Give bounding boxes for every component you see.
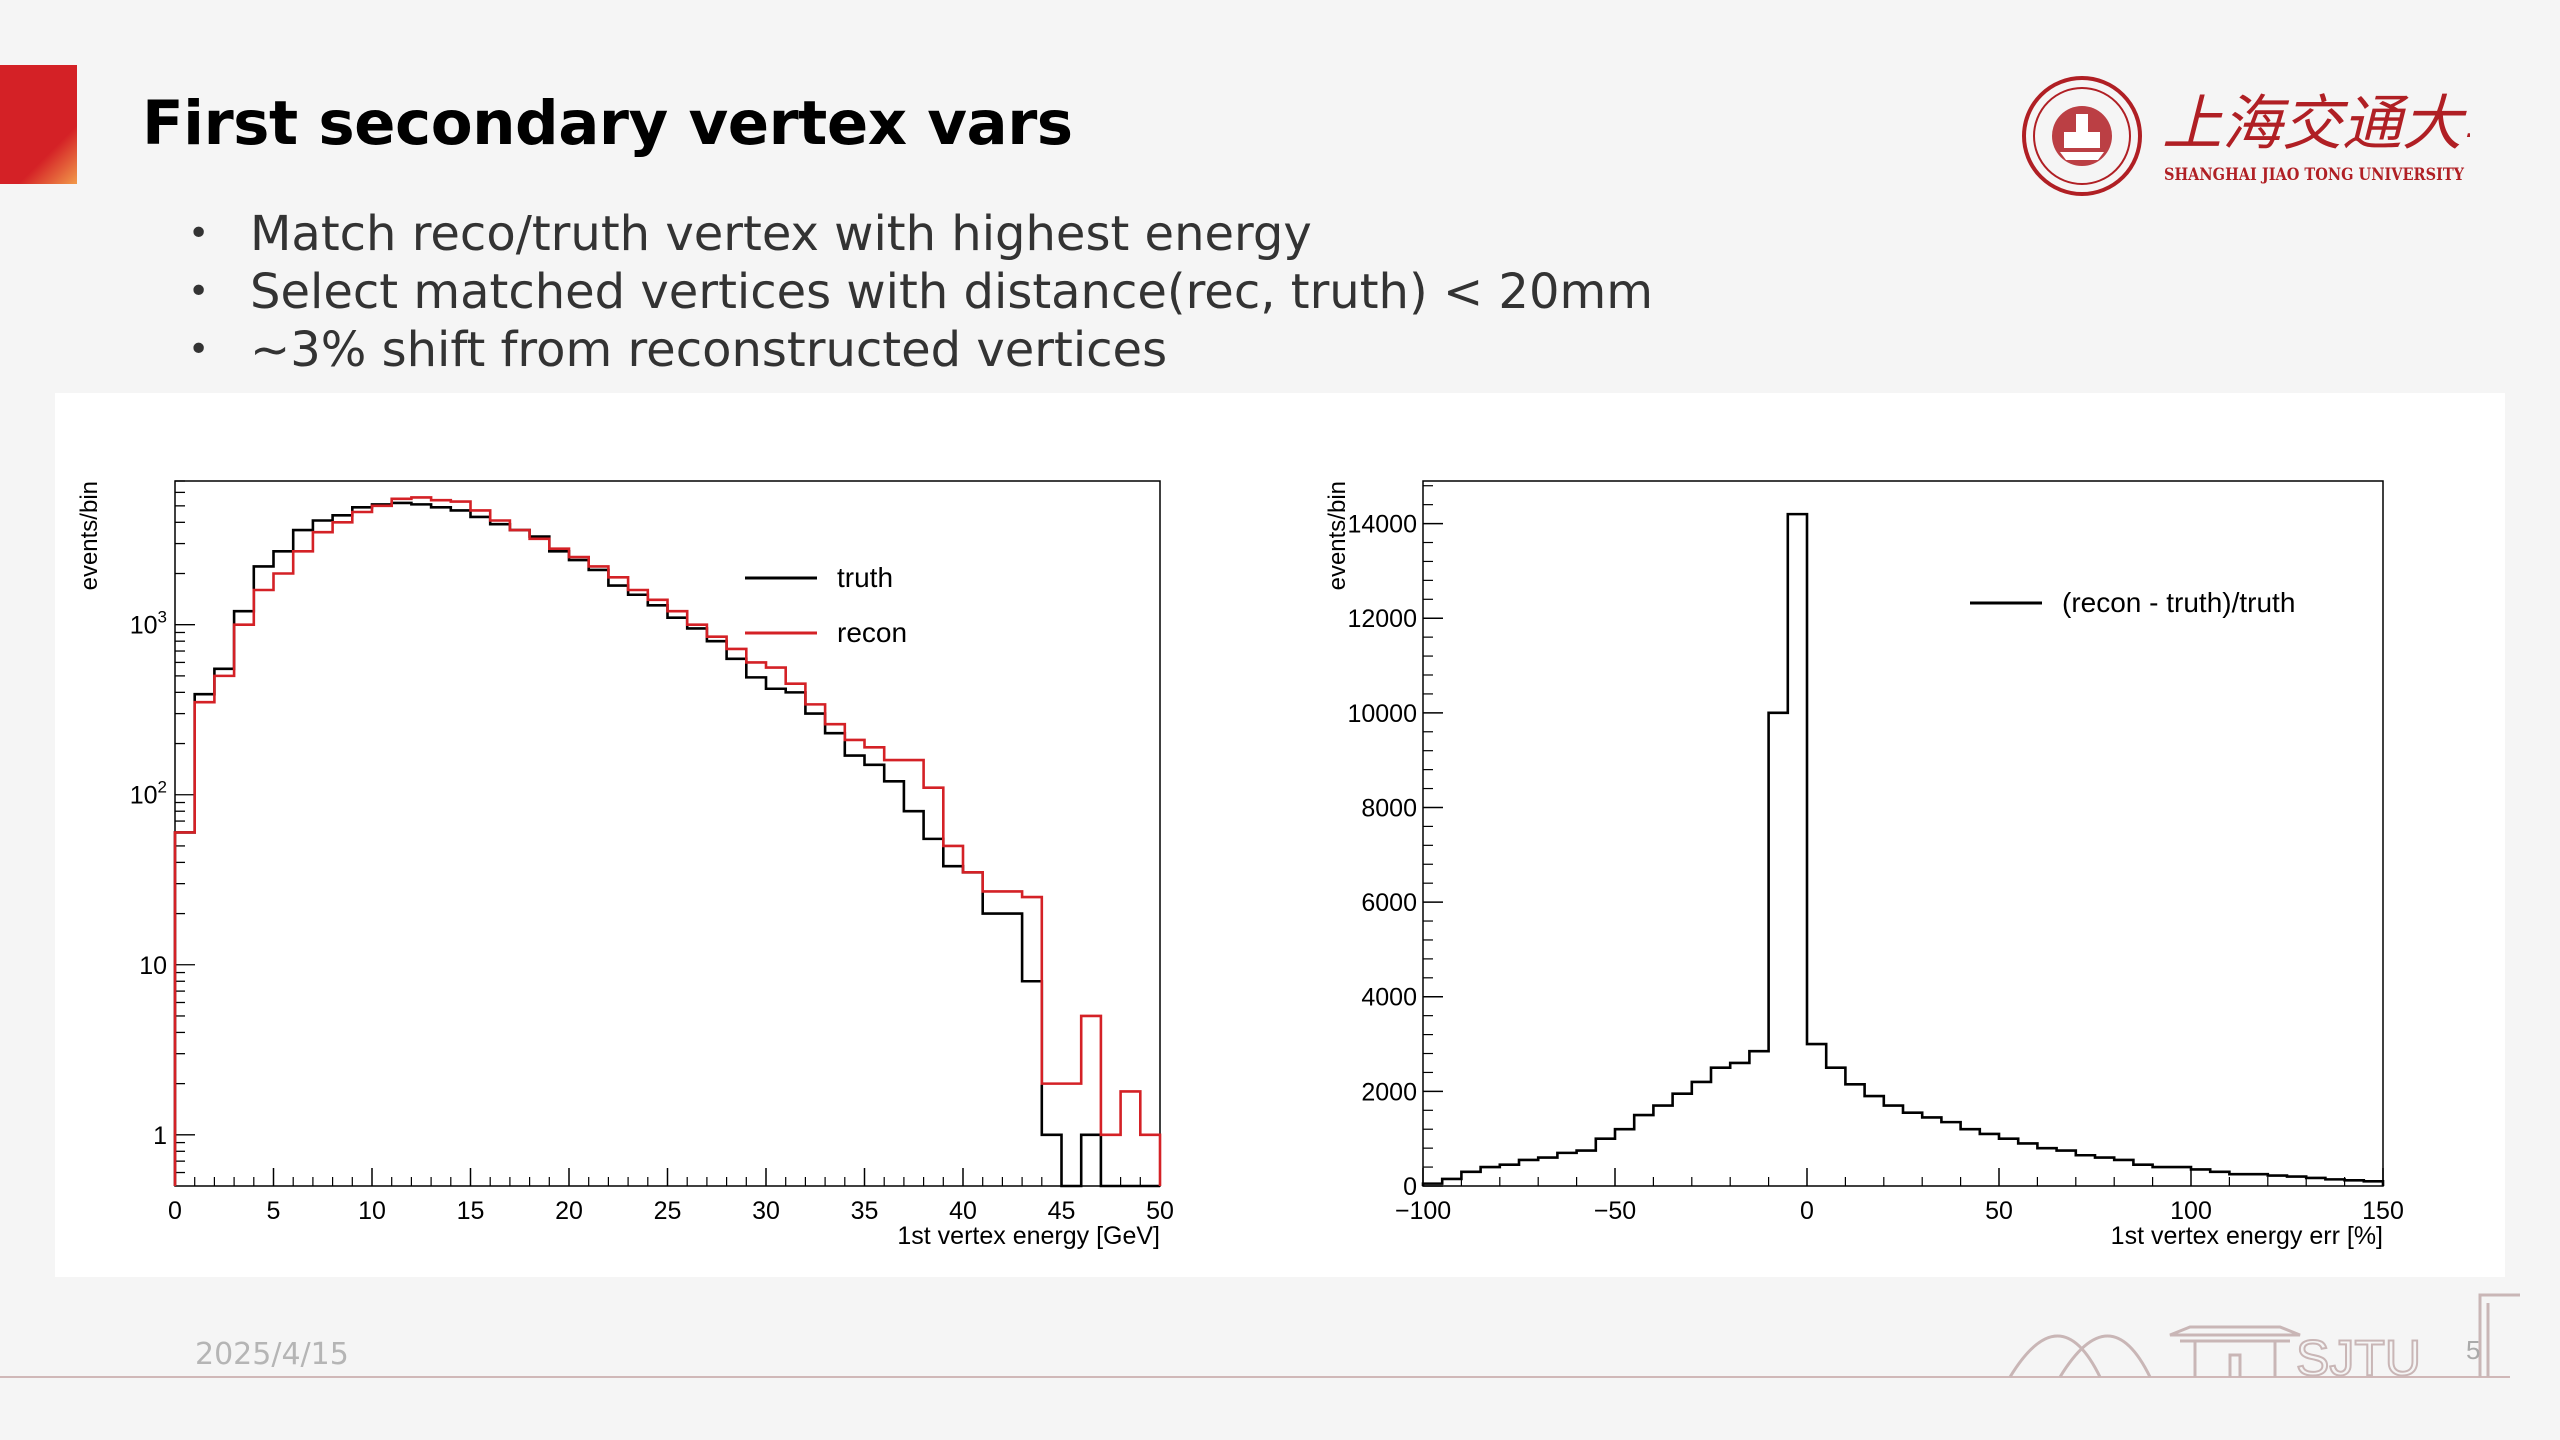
footer-divider xyxy=(0,1376,2510,1378)
x-tick-label: 150 xyxy=(2362,1197,2404,1225)
footer-date: 2025/4/15 xyxy=(195,1337,349,1372)
slide-title: First secondary vertex vars xyxy=(142,88,1073,159)
y-tick-label: 6000 xyxy=(1361,889,1417,917)
plot-frame xyxy=(1422,480,2384,1187)
y-axis-label: events/bin xyxy=(76,481,103,590)
x-tick-label: 25 xyxy=(654,1197,682,1225)
x-tick-label: 20 xyxy=(555,1197,583,1225)
y-tick-label: 10000 xyxy=(1347,700,1417,728)
x-tick-label: −50 xyxy=(1594,1197,1636,1225)
x-axis-label: 1st vertex energy err [%] xyxy=(2111,1222,2383,1250)
y-tick-label: 10 xyxy=(139,952,167,980)
bullet-item: • Match reco/truth vertex with highest en… xyxy=(180,205,1653,263)
logo-name-cn: 上海交通大學 xyxy=(2162,89,2470,159)
page-number: 5 xyxy=(2466,1335,2481,1365)
university-seal-icon xyxy=(2022,76,2142,196)
x-tick-label: 0 xyxy=(168,1197,182,1225)
y-tick-label: 12000 xyxy=(1347,605,1417,633)
bullet-item: • ~3% shift from reconstructed vertices xyxy=(180,321,1653,379)
x-axis-label: 1st vertex energy [GeV] xyxy=(897,1222,1160,1250)
bullet-text: Select matched vertices with distance(re… xyxy=(250,264,1654,320)
y-tick-label: 2000 xyxy=(1361,1078,1417,1106)
x-tick-label: 45 xyxy=(1048,1197,1076,1225)
logo-name-en: SHANGHAI JIAO TONG UNIVERSITY xyxy=(2164,165,2465,185)
footer-mark: SJTU xyxy=(2296,1330,2421,1385)
y-tick-label: 1 xyxy=(153,1122,167,1150)
x-tick-label: 0 xyxy=(1800,1197,1814,1225)
series-line-recon-truth-truth xyxy=(1421,512,2385,1186)
legend-label: recon xyxy=(837,617,907,648)
legend-label: (recon - truth)/truth xyxy=(2062,587,2295,618)
y-tick-label: 102 xyxy=(130,778,167,810)
x-tick-label: 35 xyxy=(851,1197,879,1225)
y-tick-label: 4000 xyxy=(1361,984,1417,1012)
bullet-text: Match reco/truth vertex with highest ene… xyxy=(250,206,1312,262)
x-tick-label: 50 xyxy=(1985,1197,2013,1225)
campus-gate-icon xyxy=(2008,1293,2520,1378)
y-tick-label: 8000 xyxy=(1361,794,1417,822)
y-axis-label: events/bin xyxy=(1324,481,1351,590)
bullet-text: ~3% shift from reconstructed vertices xyxy=(250,322,1168,378)
plots-canvas: 0 5 10 15 20 25 30 35 40 45 50 1 10 102 103 1st vertex … xyxy=(76,480,2404,1250)
x-tick-label: 50 xyxy=(1146,1197,1174,1225)
x-tick-label: 30 xyxy=(752,1197,780,1225)
series-line-recon xyxy=(173,496,1162,1186)
footer-campus-art: SJTU xyxy=(2008,1293,2520,1385)
y-tick-label: 14000 xyxy=(1347,511,1417,539)
figure-panel: 0 5 10 15 20 25 30 35 40 45 50 1 10 102 103 1st vertex … xyxy=(55,393,2505,1277)
bullet-dot-icon: • xyxy=(188,329,210,370)
legend-label: truth xyxy=(837,562,893,593)
x-tick-label: −100 xyxy=(1395,1197,1451,1225)
x-tick-label: 15 xyxy=(457,1197,485,1225)
accent-bar xyxy=(0,65,77,184)
y-tick-label: 103 xyxy=(130,608,167,640)
x-tick-label: 100 xyxy=(2170,1197,2212,1225)
bullet-list: • Match reco/truth vertex with highest en… xyxy=(180,205,1653,379)
x-tick-label: 40 xyxy=(949,1197,977,1225)
bullet-dot-icon: • xyxy=(188,271,210,312)
x-tick-label: 5 xyxy=(267,1197,281,1225)
y-tick-label: 0 xyxy=(1403,1173,1417,1201)
plot-frame xyxy=(174,480,1161,1187)
bullet-dot-icon: • xyxy=(188,213,210,254)
bullet-item: • Select matched vertices with distance(r… xyxy=(180,263,1653,321)
university-logo: 上海交通大學 SHANGHAI JIAO TONG UNIVERSITY xyxy=(2022,76,2470,196)
x-tick-label: 10 xyxy=(358,1197,386,1225)
